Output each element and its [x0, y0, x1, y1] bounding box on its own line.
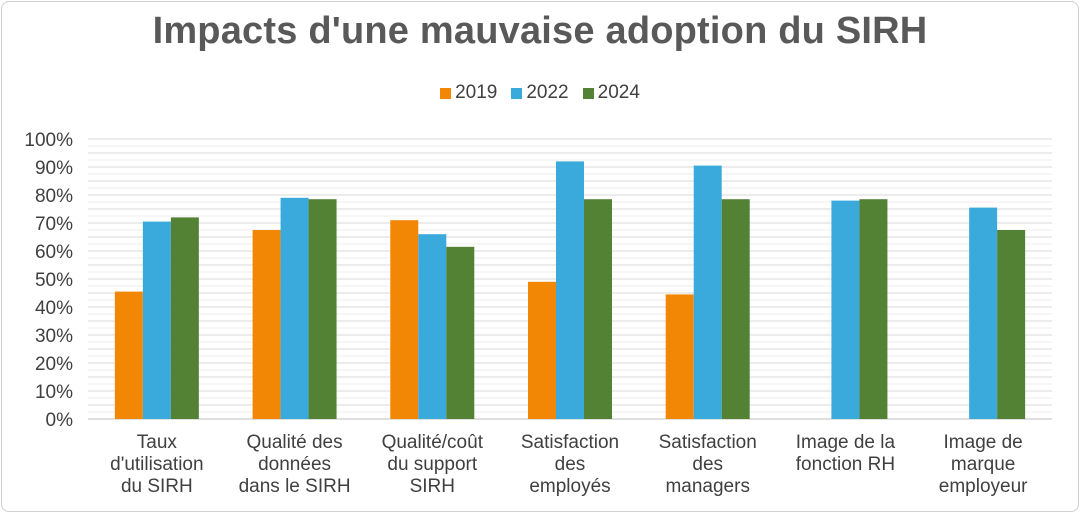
x-tick-label: employés	[529, 476, 610, 497]
legend-swatch-2022	[511, 87, 523, 99]
bar-2022	[418, 234, 447, 419]
x-tick-label: des	[692, 454, 723, 475]
chart-legend: 2019 2022 2024	[0, 82, 1080, 104]
x-tick-label: Image de	[944, 432, 1023, 453]
y-tick-label: 90%	[35, 158, 73, 179]
x-tick-label: SIRH	[410, 476, 455, 497]
bar-2024	[170, 217, 199, 419]
legend-swatch-2024	[582, 87, 594, 99]
x-tick-label: Image de la	[796, 432, 896, 453]
bar-2022	[556, 161, 584, 419]
bar-2019	[390, 220, 419, 419]
legend-label-2022: 2022	[526, 82, 569, 103]
legend-swatch-2019	[440, 87, 452, 99]
x-tick-label: Satisfaction	[521, 432, 619, 453]
y-tick-label: 20%	[35, 354, 73, 375]
bar-2022	[831, 200, 860, 419]
bar-2019	[665, 294, 694, 419]
x-tick-label: employeur	[939, 476, 1028, 497]
y-tick-label: 10%	[35, 382, 73, 403]
bar-2022	[280, 197, 309, 419]
bar-2024	[721, 199, 750, 419]
x-tick-label: données	[258, 454, 331, 475]
bar-2019	[528, 281, 556, 419]
y-tick-label: 30%	[35, 326, 73, 347]
bar-2022	[142, 221, 171, 419]
y-tick-label: 50%	[35, 270, 73, 291]
x-tick-label: du SIRH	[121, 476, 193, 497]
bar-2024	[584, 199, 612, 419]
x-tick-label: Satisfaction	[659, 432, 757, 453]
legend-item-2022: 2022	[511, 82, 569, 104]
y-tick-label: 100%	[24, 130, 73, 151]
x-tick-label: du support	[387, 454, 478, 475]
legend-item-2019: 2019	[440, 82, 497, 104]
x-tick-label: Taux	[137, 432, 178, 453]
x-tick-label: marque	[951, 454, 1015, 475]
x-tick-label: Qualité des	[247, 432, 343, 453]
x-tick-label: des	[555, 454, 586, 475]
x-tick-label: managers	[665, 476, 750, 497]
y-tick-label: 80%	[35, 186, 73, 207]
chart-title: Impacts d'une mauvaise adoption du SIRH	[152, 10, 928, 52]
bar-2019	[252, 230, 281, 419]
y-tick-label: 40%	[35, 298, 73, 319]
bar-2022	[693, 165, 722, 419]
y-tick-label: 60%	[35, 242, 73, 263]
x-tick-label: Qualité/coût	[382, 432, 484, 453]
bar-2024	[997, 230, 1026, 419]
legend-item-2024: 2024	[582, 82, 640, 104]
bar-2024	[308, 199, 337, 419]
x-tick-label: fonction RH	[796, 454, 895, 475]
legend-label-2019: 2019	[455, 82, 498, 103]
x-tick-label: dans le SIRH	[239, 476, 351, 497]
bar-2019	[114, 291, 143, 419]
bar-2024	[859, 199, 888, 419]
y-tick-label: 70%	[35, 214, 73, 235]
y-tick-label: 0%	[46, 410, 74, 431]
x-tick-label: d'utilisation	[110, 454, 203, 475]
legend-label-2024: 2024	[597, 82, 640, 103]
bar-2022	[969, 207, 998, 419]
bar-2024	[446, 246, 475, 419]
